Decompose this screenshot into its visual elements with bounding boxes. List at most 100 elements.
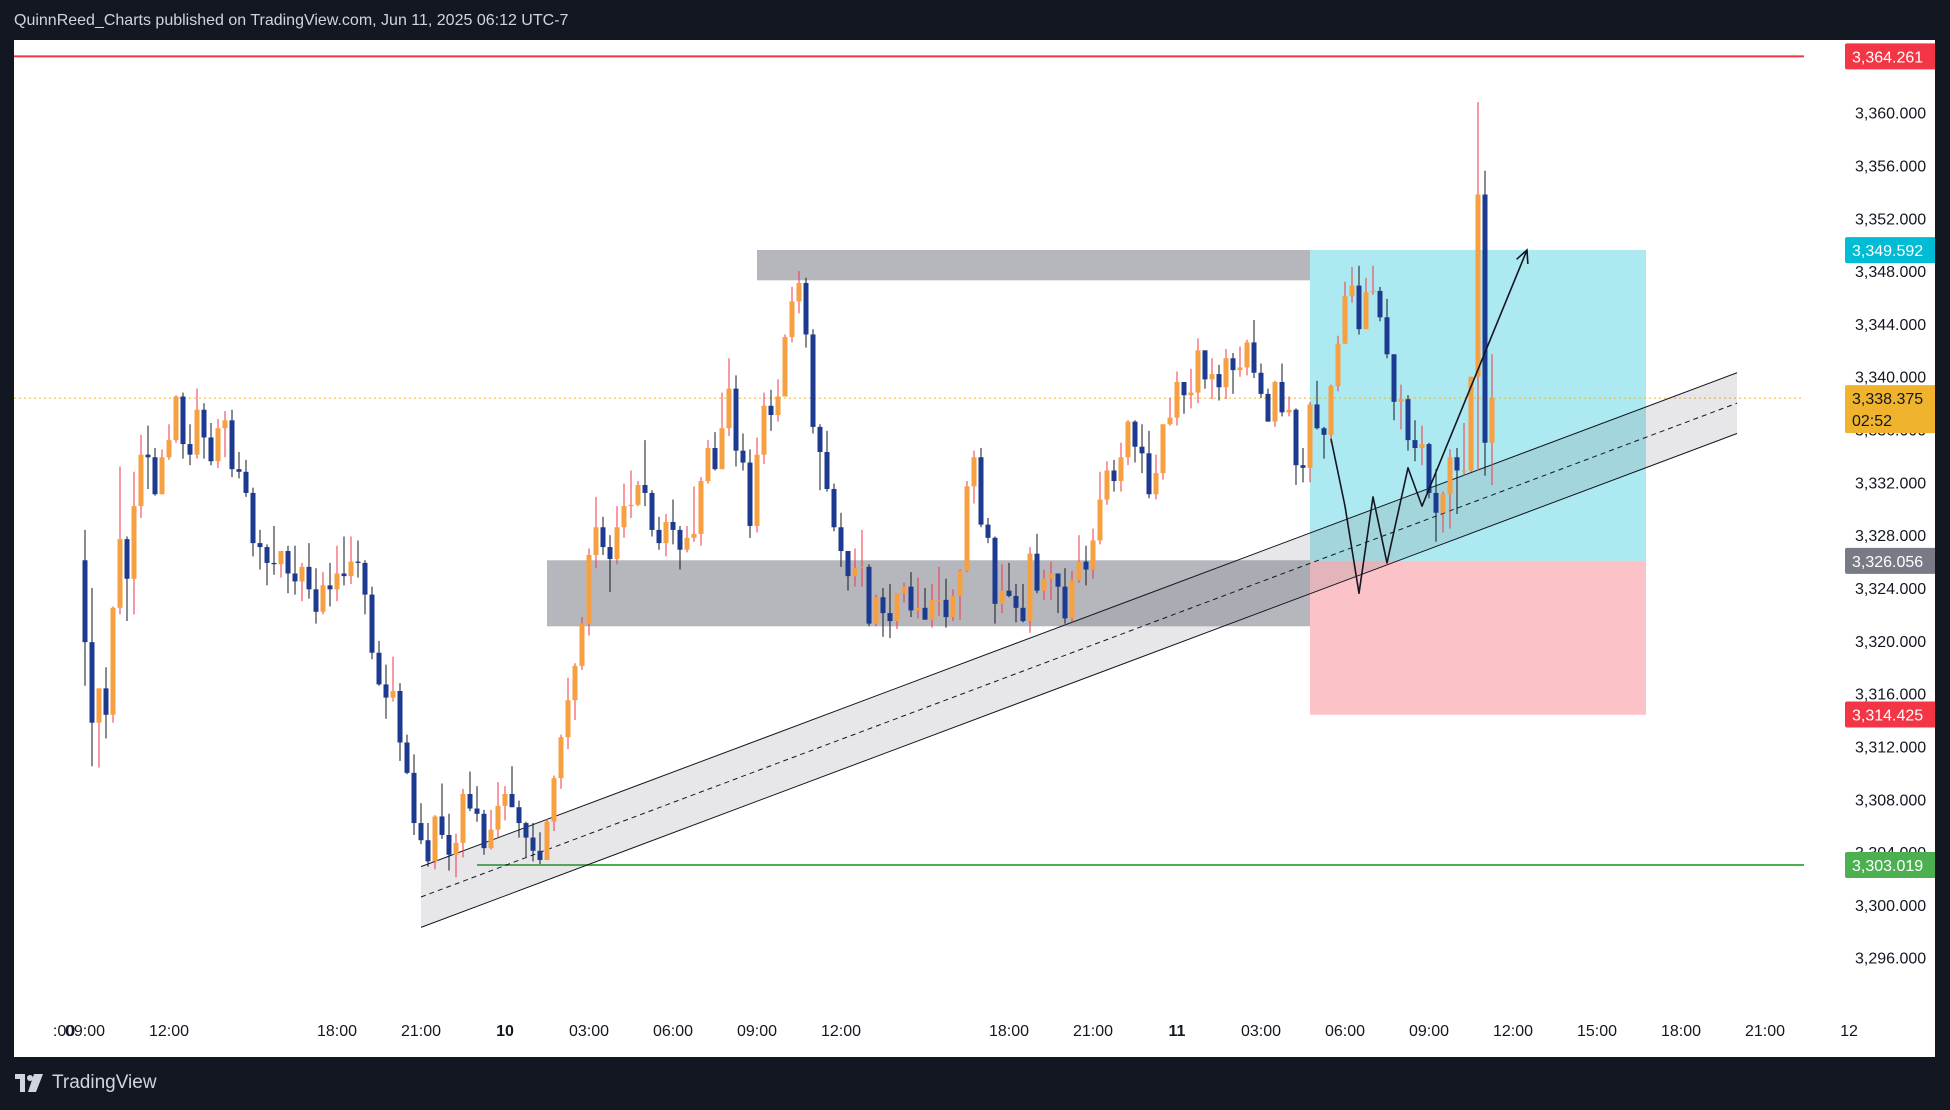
chart-area[interactable]: 3,296.0003,300.0003,304.0003,308.0003,31… xyxy=(14,40,1935,1057)
candle-body xyxy=(1069,580,1075,619)
candle-body xyxy=(894,593,900,622)
candle-body xyxy=(754,454,760,526)
candle-body xyxy=(726,388,732,429)
time-axis-tick: 21:00 xyxy=(1073,1023,1113,1040)
candle-body xyxy=(873,597,879,624)
candle-body xyxy=(1265,393,1271,422)
time-axis-tick: 09:00 xyxy=(737,1023,777,1040)
candle-body xyxy=(593,527,599,555)
candle-body xyxy=(1321,428,1327,435)
candle-body xyxy=(1398,399,1404,402)
candle-body xyxy=(103,688,109,715)
candle-body xyxy=(516,807,522,824)
candle-body xyxy=(292,573,298,582)
candle-body xyxy=(1489,397,1495,443)
candle-body xyxy=(1272,382,1278,422)
candle-body xyxy=(376,652,382,685)
candle-body xyxy=(1300,465,1306,468)
candle-body xyxy=(110,607,116,715)
candle-body xyxy=(194,409,200,455)
candle-body xyxy=(768,405,774,416)
zone-box-0[interactable] xyxy=(757,249,1310,281)
time-axis-tick: 21:00 xyxy=(401,1023,441,1040)
candle-body xyxy=(1384,317,1390,355)
candle-body xyxy=(1174,382,1180,418)
candle-body xyxy=(789,301,795,338)
candle-body xyxy=(1118,457,1124,482)
candle-body xyxy=(691,533,697,538)
candle-body xyxy=(670,521,676,530)
candle-body xyxy=(327,585,333,590)
candle-body xyxy=(166,440,172,458)
candle-body xyxy=(355,561,361,563)
projection-path[interactable] xyxy=(1330,249,1528,595)
candle-body xyxy=(439,816,445,835)
candle-body xyxy=(159,457,165,495)
candle-body xyxy=(523,823,529,838)
candle-body xyxy=(1125,421,1131,458)
candle-body xyxy=(264,547,270,563)
tradingview-logo-icon xyxy=(15,1074,43,1092)
price-label-text: 3,314.425 xyxy=(1852,707,1923,724)
time-axis-tick: 18:00 xyxy=(1661,1023,1701,1040)
candle-body xyxy=(838,527,844,552)
candle-body xyxy=(1083,561,1089,570)
candle-body xyxy=(1188,392,1194,396)
time-axis-tick: 18:00 xyxy=(317,1023,357,1040)
candle-body xyxy=(803,282,809,335)
candle-body xyxy=(1454,457,1460,471)
price-label-text: 3,364.261 xyxy=(1852,49,1923,66)
candle-body xyxy=(1279,382,1285,413)
candle-body xyxy=(96,688,102,723)
price-label-badge xyxy=(1845,237,1935,264)
candle-body xyxy=(775,396,781,416)
candle-body xyxy=(684,537,690,550)
candle-body xyxy=(1251,342,1257,373)
candle-body xyxy=(537,850,543,861)
candle-body xyxy=(1013,595,1019,608)
candle-body xyxy=(852,568,858,577)
candle-body xyxy=(698,481,704,534)
candle-body xyxy=(607,547,613,559)
candle-body xyxy=(880,597,886,614)
time-axis-tick: 09:00 xyxy=(1409,1023,1449,1040)
candle-body xyxy=(257,543,263,548)
candle-body xyxy=(138,454,144,507)
time-axis-tick: 12:00 xyxy=(1493,1023,1533,1040)
time-axis-tick: 11 xyxy=(1169,1023,1186,1040)
time-axis-tick: 10 xyxy=(496,1023,514,1040)
candle-body xyxy=(621,506,627,528)
candle-body xyxy=(950,595,956,618)
candle-body xyxy=(1195,350,1201,393)
candle-body xyxy=(663,521,669,544)
price-axis-tick: 3,300.000 xyxy=(1855,898,1926,915)
trend-channel-middle[interactable] xyxy=(420,402,1738,898)
trend-channel-lower[interactable] xyxy=(420,433,1738,928)
tradingview-brand[interactable]: TradingView xyxy=(14,1072,157,1094)
candle-body xyxy=(740,450,746,463)
trend-channel-upper[interactable] xyxy=(420,372,1738,868)
time-axis-tick: 12 xyxy=(1840,1023,1858,1040)
candle-body xyxy=(649,492,655,530)
candle-body xyxy=(1202,350,1208,380)
candle-body xyxy=(1363,292,1369,330)
zone-box-1[interactable] xyxy=(547,560,1310,627)
candle-body xyxy=(915,607,921,611)
price-label-badge xyxy=(1845,43,1935,70)
candle-body xyxy=(656,529,662,544)
candle-body xyxy=(1342,296,1348,344)
candle-body xyxy=(1034,553,1040,591)
candle-body xyxy=(236,469,242,472)
candle-body xyxy=(341,573,347,577)
candle-body xyxy=(474,808,480,814)
candle-body xyxy=(243,471,249,493)
candle-body xyxy=(1433,492,1439,513)
long-position-stop-zone[interactable] xyxy=(1310,560,1646,715)
chart-canvas[interactable]: 3,296.0003,300.0003,304.0003,308.0003,31… xyxy=(14,40,1935,1057)
candle-body xyxy=(1258,372,1264,394)
candle-body xyxy=(278,551,284,565)
candle-body xyxy=(1377,290,1383,318)
time-axis-panel[interactable] xyxy=(14,1000,1935,1057)
price-label-badge xyxy=(1845,547,1935,574)
price-axis-tick: 3,308.000 xyxy=(1855,792,1926,809)
